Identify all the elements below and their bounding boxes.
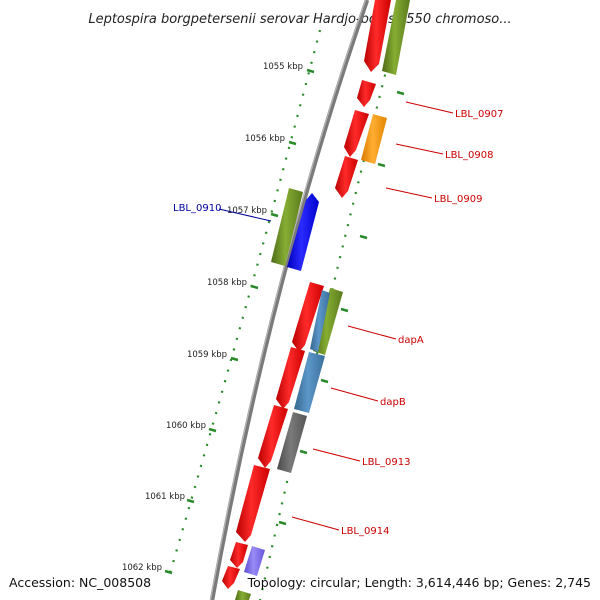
gene-label-lbl-0913[interactable]: LBL_0913 (362, 457, 410, 468)
outer-ruler (258, 0, 406, 600)
tick-label: 1061 kbp (145, 492, 185, 502)
gene-olive-top[interactable] (382, 0, 410, 75)
gene-feature[interactable] (222, 566, 240, 589)
tick-mark (377, 162, 386, 168)
connector-dapB (330, 387, 379, 402)
gene-feature[interactable] (335, 156, 358, 198)
tick-mark (186, 498, 195, 504)
inner-ruler (166, 29, 322, 581)
gene-olive-bottom[interactable] (235, 590, 251, 600)
gene-label-lbl-0908[interactable]: LBL_0908 (445, 150, 493, 161)
connector-lbl-0914 (291, 516, 340, 531)
outer-ruler-ticks (278, 90, 405, 526)
gene-label-dapA[interactable]: dapA (398, 335, 424, 346)
tick-mark (288, 140, 297, 146)
gene-labels: LBL_0907 LBL_0908 LBL_0909 LBL_0910 dapA… (173, 109, 503, 537)
connector-lbl-0909 (385, 187, 433, 199)
gene-label-lbl-0907[interactable]: LBL_0907 (455, 109, 503, 120)
ruler-ticks (164, 68, 315, 575)
gene-dapA-steelblue[interactable] (310, 290, 330, 352)
tick-mark (396, 90, 405, 96)
tick-mark (270, 212, 279, 218)
tick-label: 1058 kbp (207, 278, 247, 288)
tick-label: 1055 kbp (263, 62, 303, 72)
connector-lbl-0913 (312, 448, 361, 462)
accession-text: Accession: NC_008508 (9, 575, 151, 590)
tick-mark (340, 307, 349, 313)
gene-dapB-steelblue[interactable] (294, 352, 325, 413)
gene-feature[interactable] (230, 542, 248, 568)
gene-label-lbl-0914[interactable]: LBL_0914 (341, 526, 389, 537)
label-connectors (218, 101, 454, 531)
forward-strand-colored-genes (235, 0, 410, 600)
gene-feature[interactable] (276, 347, 305, 409)
connector-lbl-0907 (405, 101, 454, 114)
tick-mark (250, 284, 259, 290)
connector-dapA (347, 325, 397, 340)
gene-feature[interactable] (364, 0, 391, 72)
tick-label: 1062 kbp (122, 563, 162, 573)
tick-mark (299, 449, 308, 455)
gene-feature[interactable] (236, 465, 270, 542)
gene-label-lbl-0910[interactable]: LBL_0910 (173, 203, 221, 214)
tick-mark (208, 427, 217, 433)
tick-label: 1056 kbp (245, 134, 285, 144)
gene-lbl-0908-orange[interactable] (361, 114, 387, 164)
reverse-strand-features (271, 188, 319, 271)
tick-mark (230, 356, 239, 362)
tick-label: 1060 kbp (166, 421, 206, 431)
tick-mark (306, 68, 315, 74)
gene-feature[interactable] (258, 405, 288, 468)
gene-feature[interactable] (344, 110, 369, 157)
connector-lbl-0908 (395, 143, 444, 155)
gene-lbl-0910-olive[interactable] (271, 188, 303, 266)
gene-label-lbl-0909[interactable]: LBL_0909 (434, 194, 482, 205)
forward-strand-red-genes (222, 0, 391, 589)
gene-feature[interactable] (292, 282, 324, 352)
connector-lbl-0910 (218, 208, 272, 222)
tick-label: 1059 kbp (187, 350, 227, 360)
tick-mark (320, 378, 329, 384)
gene-label-dapB[interactable]: dapB (380, 397, 406, 408)
gene-lbl-0910-blue[interactable] (287, 193, 319, 271)
topology-text: Topology: circular; Length: 3,614,446 bp… (247, 575, 591, 590)
tick-mark (278, 520, 287, 526)
gene-feature[interactable] (357, 80, 376, 107)
tick-mark (164, 569, 173, 575)
tick-label: 1057 kbp (227, 206, 267, 216)
genome-backbone (209, 0, 370, 600)
gene-lbl-0913-gray[interactable] (277, 412, 307, 473)
gene-purple[interactable] (244, 546, 265, 576)
map-title: Leptospira borgpetersenii serovar Hardjo… (88, 12, 511, 27)
tick-mark (359, 234, 368, 240)
